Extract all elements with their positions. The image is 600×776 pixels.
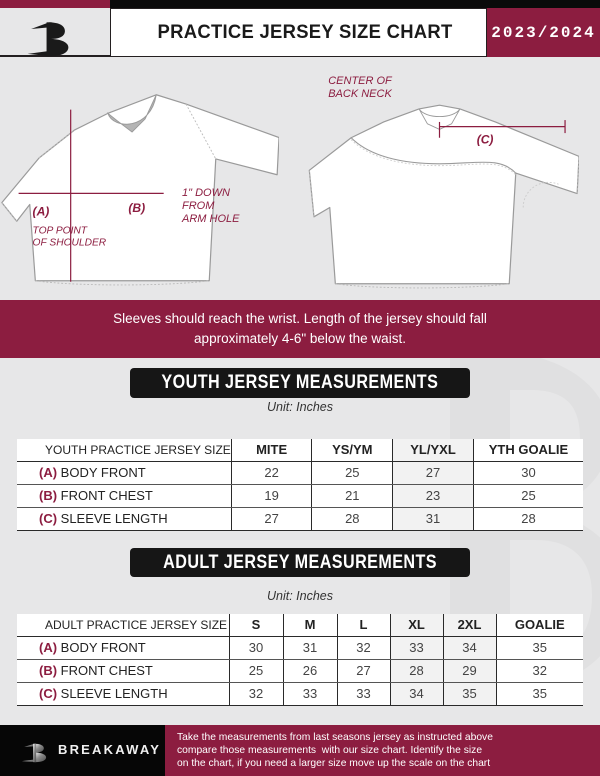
svg-text:TOP POINT: TOP POINT	[33, 225, 88, 236]
svg-text:(C): (C)	[477, 132, 494, 146]
svg-text:OF SHOULDER: OF SHOULDER	[33, 237, 107, 248]
svg-text:(B): (B)	[128, 201, 145, 215]
svg-text:(A): (A)	[33, 205, 50, 219]
